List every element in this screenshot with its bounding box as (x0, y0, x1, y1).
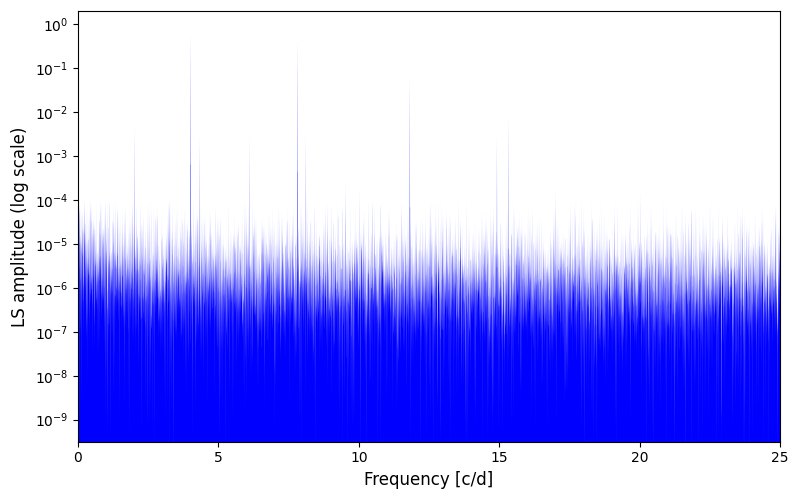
X-axis label: Frequency [c/d]: Frequency [c/d] (364, 471, 494, 489)
Y-axis label: LS amplitude (log scale): LS amplitude (log scale) (11, 126, 29, 326)
